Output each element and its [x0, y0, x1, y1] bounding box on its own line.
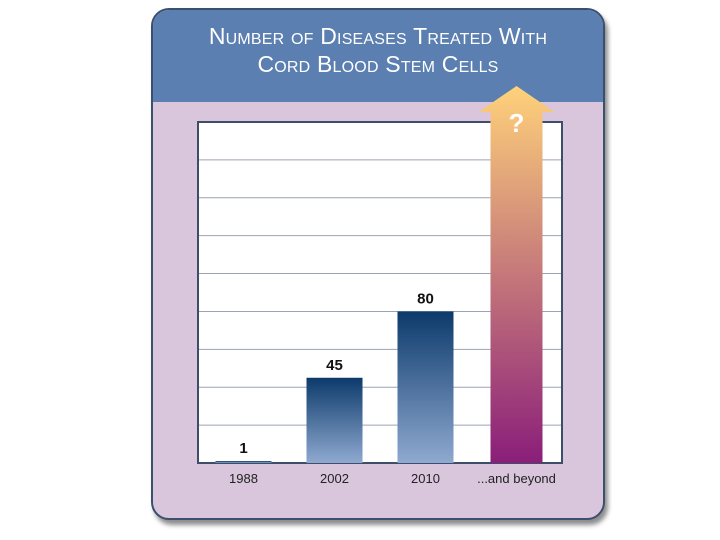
future-arrow — [478, 86, 555, 463]
chart-header: Number of Diseases Treated With Cord Blo… — [153, 10, 603, 102]
bar-chart: 1 1988 45 2002 80 2010? ...and beyond — [197, 86, 563, 486]
chart-title-line2: Cord Blood Stem Cells — [257, 51, 499, 77]
bar-2010 — [397, 311, 454, 463]
x-tick-label-0: 1988 — [229, 471, 258, 486]
value-label-question-mark: ? — [509, 108, 525, 138]
x-tick-label-3: ...and beyond — [477, 471, 556, 486]
chart-title: Number of Diseases Treated With Cord Blo… — [153, 22, 603, 78]
chart-title-line1: Number of Diseases Treated With — [208, 23, 548, 49]
x-tick-label-2: 2010 — [411, 471, 440, 486]
chart-card: Number of Diseases Treated With Cord Blo… — [151, 8, 605, 520]
bar-2002 — [306, 377, 363, 463]
value-label-1988: 1 — [239, 440, 247, 457]
value-label-2010: 80 — [417, 290, 434, 307]
value-label-2002: 45 — [326, 357, 343, 374]
x-tick-label-1: 2002 — [320, 471, 349, 486]
bar-1988 — [215, 461, 272, 463]
